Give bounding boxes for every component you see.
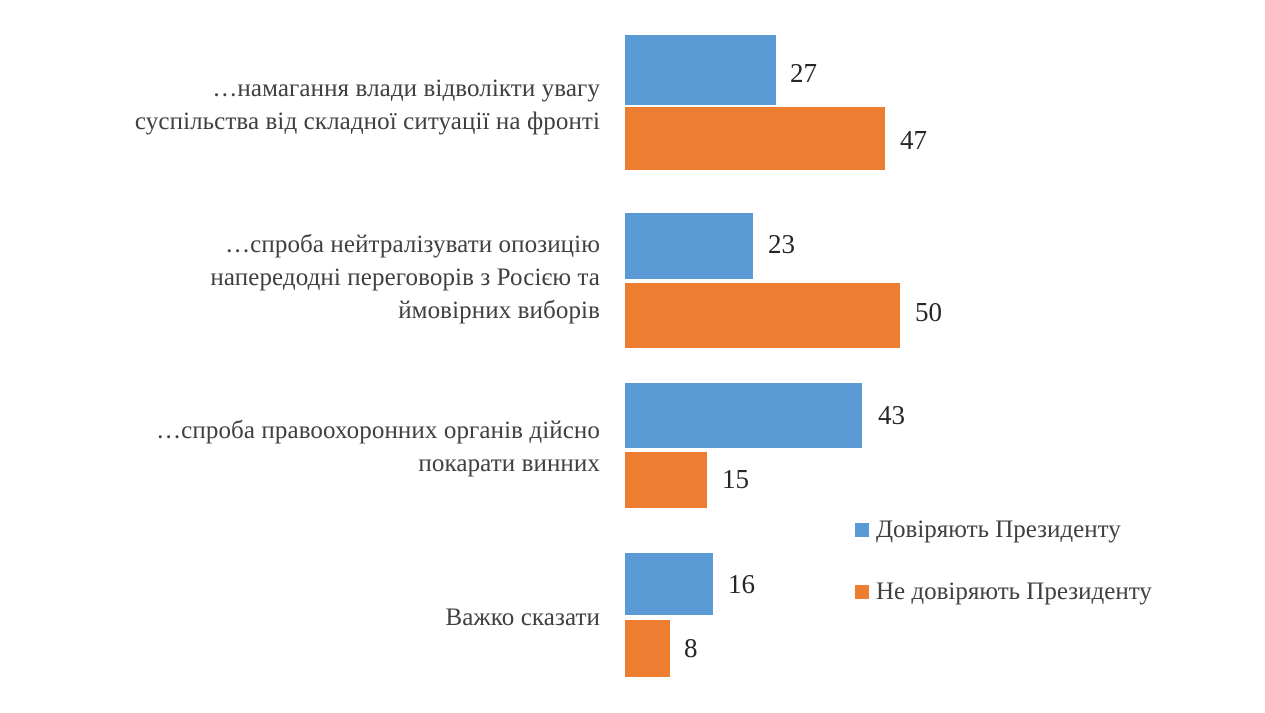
legend-item-distrust[interactable]: Не довіряють Президенту bbox=[855, 578, 1152, 606]
category-label-2: …спроба нейтралізувати опозицію напередо… bbox=[210, 231, 600, 324]
legend-swatch-blue-icon bbox=[855, 523, 869, 537]
bar-trust-1 bbox=[625, 35, 776, 105]
bar-distrust-2 bbox=[625, 283, 900, 348]
value-label-trust-4: 16 bbox=[728, 569, 755, 599]
bar-distrust-3 bbox=[625, 452, 707, 508]
bar-distrust-4 bbox=[625, 620, 670, 677]
value-label-trust-3: 43 bbox=[878, 400, 905, 430]
bar-trust-4 bbox=[625, 553, 713, 615]
value-label-distrust-4: 8 bbox=[684, 633, 698, 663]
legend-label-distrust: Не довіряють Президенту bbox=[876, 578, 1152, 605]
value-label-distrust-2: 50 bbox=[915, 297, 942, 327]
legend-swatch-orange-icon bbox=[855, 585, 869, 599]
bar-trust-3 bbox=[625, 383, 862, 448]
bar-trust-2 bbox=[625, 213, 753, 279]
value-label-trust-2: 23 bbox=[768, 229, 795, 259]
category-label-4: Важко сказати bbox=[445, 604, 600, 631]
value-label-distrust-3: 15 bbox=[722, 464, 749, 494]
category-label-1: …намагання влади відволікти увагу суспіл… bbox=[134, 75, 600, 135]
category-label-3: …спроба правоохоронних органів дійсно по… bbox=[156, 417, 600, 477]
value-label-distrust-1: 47 bbox=[900, 125, 927, 155]
legend-label-trust: Довіряють Президенту bbox=[876, 516, 1121, 543]
bar-distrust-1 bbox=[625, 107, 885, 170]
legend-item-trust[interactable]: Довіряють Президенту bbox=[855, 516, 1121, 544]
value-label-trust-1: 27 bbox=[790, 58, 817, 88]
